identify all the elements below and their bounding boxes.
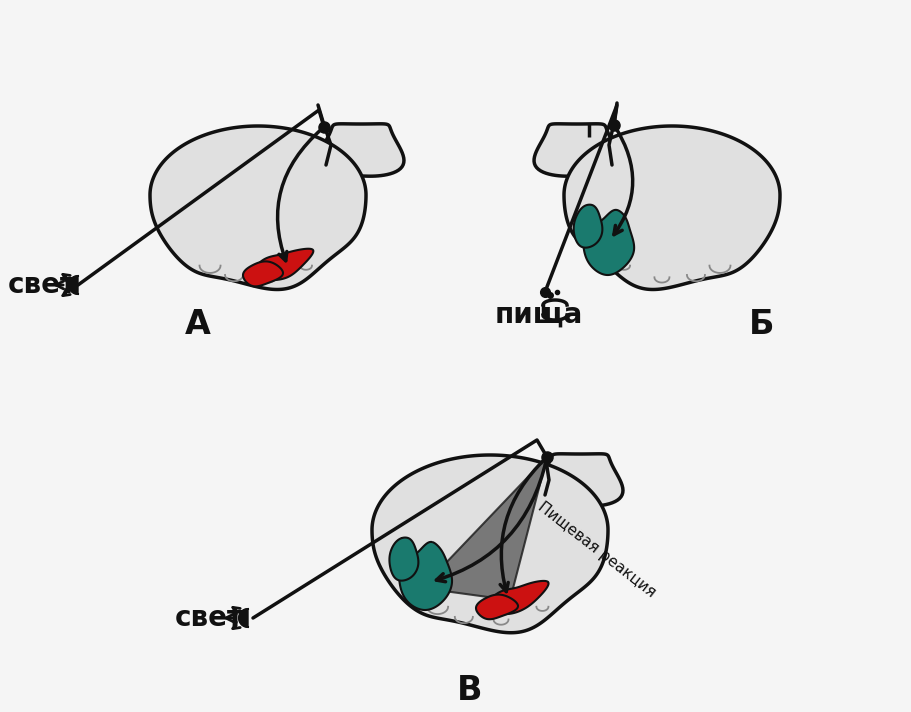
Text: Пищевая реакция: Пищевая реакция bbox=[535, 500, 658, 600]
Polygon shape bbox=[239, 609, 248, 627]
Polygon shape bbox=[487, 581, 548, 614]
Polygon shape bbox=[573, 204, 601, 248]
Polygon shape bbox=[563, 126, 779, 290]
Polygon shape bbox=[534, 124, 619, 176]
Polygon shape bbox=[252, 248, 313, 280]
Polygon shape bbox=[69, 276, 78, 294]
Text: В: В bbox=[456, 674, 482, 706]
Text: свет: свет bbox=[8, 271, 77, 299]
Text: пища: пища bbox=[495, 301, 583, 329]
Polygon shape bbox=[399, 542, 452, 610]
Polygon shape bbox=[422, 457, 547, 600]
Polygon shape bbox=[389, 538, 418, 581]
Polygon shape bbox=[537, 454, 622, 506]
Polygon shape bbox=[583, 210, 633, 275]
Polygon shape bbox=[318, 124, 404, 176]
Polygon shape bbox=[476, 595, 517, 619]
Text: Б: Б bbox=[749, 308, 774, 342]
Polygon shape bbox=[372, 455, 608, 633]
Text: свет: свет bbox=[175, 604, 244, 632]
Text: A: A bbox=[185, 308, 210, 342]
Polygon shape bbox=[242, 261, 282, 286]
Polygon shape bbox=[149, 126, 365, 290]
